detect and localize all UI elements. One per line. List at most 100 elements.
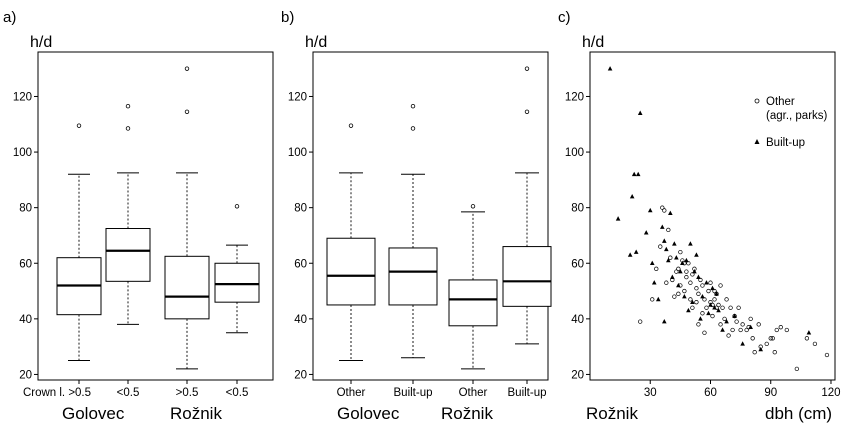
point-other (773, 350, 777, 354)
point-other (703, 331, 707, 335)
point-built-up (632, 172, 637, 176)
panel-b: b) h/d 20406080100120 Other Built-up Other… (281, 9, 551, 423)
outlier-point (525, 110, 529, 114)
x-tick-label: <0.5 (226, 387, 249, 399)
x-axis-label: dbh (cm) (765, 404, 832, 423)
point-built-up (608, 66, 613, 70)
iqr-box (327, 238, 375, 305)
point-built-up (704, 280, 709, 284)
boxes (57, 67, 259, 369)
point-other (723, 317, 727, 321)
panel-letter: a) (3, 9, 16, 26)
x-tick-label: Other (459, 387, 488, 399)
point-other (717, 303, 721, 307)
point-other (795, 367, 799, 371)
box-3 (165, 67, 209, 369)
outlier-point (525, 67, 529, 71)
group-label-golovec: Golovec (337, 404, 400, 423)
point-built-up (630, 194, 635, 198)
legend-label-other: Other (766, 96, 795, 108)
x-tick-label: <0.5 (117, 387, 140, 399)
y-tick-label: 120 (288, 91, 307, 103)
point-other (669, 256, 673, 260)
y-tick-label: 40 (571, 314, 584, 326)
point-other (765, 342, 769, 346)
point-built-up (688, 241, 693, 245)
outlier-point (471, 204, 475, 208)
box-2 (389, 104, 437, 357)
legend-label-built-up: Built-up (766, 137, 805, 149)
panel-letter: c) (558, 9, 571, 26)
plot-frame (590, 52, 835, 380)
box-1 (327, 124, 375, 361)
box-1 (57, 124, 101, 361)
point-other (741, 323, 745, 327)
legend-marker-built-up (755, 139, 760, 144)
y-tick-label: 40 (19, 314, 32, 326)
point-built-up (724, 319, 729, 323)
point-built-up (706, 311, 711, 315)
point-built-up (638, 111, 643, 115)
point-other (707, 289, 711, 293)
x-tick-label: 30 (644, 387, 657, 399)
box-4 (503, 67, 551, 344)
point-built-up (690, 300, 695, 304)
y-axis: 20 40 60 80 100 120 (288, 91, 313, 381)
y-tick-label: 100 (565, 147, 584, 159)
point-other (757, 323, 761, 327)
point-other (673, 295, 677, 299)
point-other (727, 334, 731, 338)
point-other (638, 320, 642, 324)
point-built-up (740, 341, 745, 345)
point-other (677, 292, 681, 296)
legend-marker-other (755, 99, 759, 103)
point-other (695, 300, 699, 304)
point-other (805, 337, 809, 341)
point-built-up (648, 208, 653, 212)
point-other (658, 245, 662, 249)
group-label-golovec: Golovec (62, 404, 125, 423)
outlier-point (411, 104, 415, 108)
point-built-up (660, 225, 665, 229)
y-tick-label: 40 (294, 314, 307, 326)
point-other (677, 267, 681, 271)
point-built-up (672, 241, 677, 245)
point-other (685, 275, 689, 279)
x-tick-label: Other (337, 387, 366, 399)
point-other (813, 342, 817, 346)
y-tick-label: 100 (13, 147, 32, 159)
point-built-up (710, 286, 715, 290)
point-other (705, 306, 709, 310)
y-tick-label: 20 (571, 369, 584, 381)
outlier-point (126, 127, 130, 131)
point-other (751, 337, 755, 341)
point-other (825, 353, 829, 357)
panel-c: c) h/d 20 40 60 80 100 120 30 60 90 120 Other (a… (558, 9, 841, 423)
point-other (785, 328, 789, 332)
point-built-up (678, 269, 683, 273)
y-tick-label: 80 (19, 203, 32, 215)
point-built-up (662, 238, 667, 242)
point-built-up (696, 275, 701, 279)
point-other (679, 250, 683, 254)
y-tick-label: 60 (571, 258, 584, 270)
x-tick-label: Crown l. >0.5 (23, 387, 91, 399)
point-built-up (686, 308, 691, 312)
point-built-up (716, 308, 721, 312)
point-built-up (650, 261, 655, 265)
x-tick-label: >0.5 (176, 387, 199, 399)
y-tick-label: 120 (565, 91, 584, 103)
point-other (735, 320, 739, 324)
x-axis: Crown l. >0.5 <0.5 >0.5 <0.5 (23, 380, 248, 399)
box-3 (449, 204, 497, 368)
y-tick-label: 20 (294, 369, 307, 381)
group-label-roznik: Rožnik (170, 404, 222, 423)
outlier-point (349, 124, 353, 128)
point-built-up (662, 319, 667, 323)
point-other (711, 314, 715, 318)
x-axis: Other Built-up Other Built-up (337, 380, 547, 399)
point-built-up (636, 172, 641, 176)
point-other (654, 267, 658, 271)
point-other (725, 298, 729, 302)
box-2 (106, 104, 150, 324)
